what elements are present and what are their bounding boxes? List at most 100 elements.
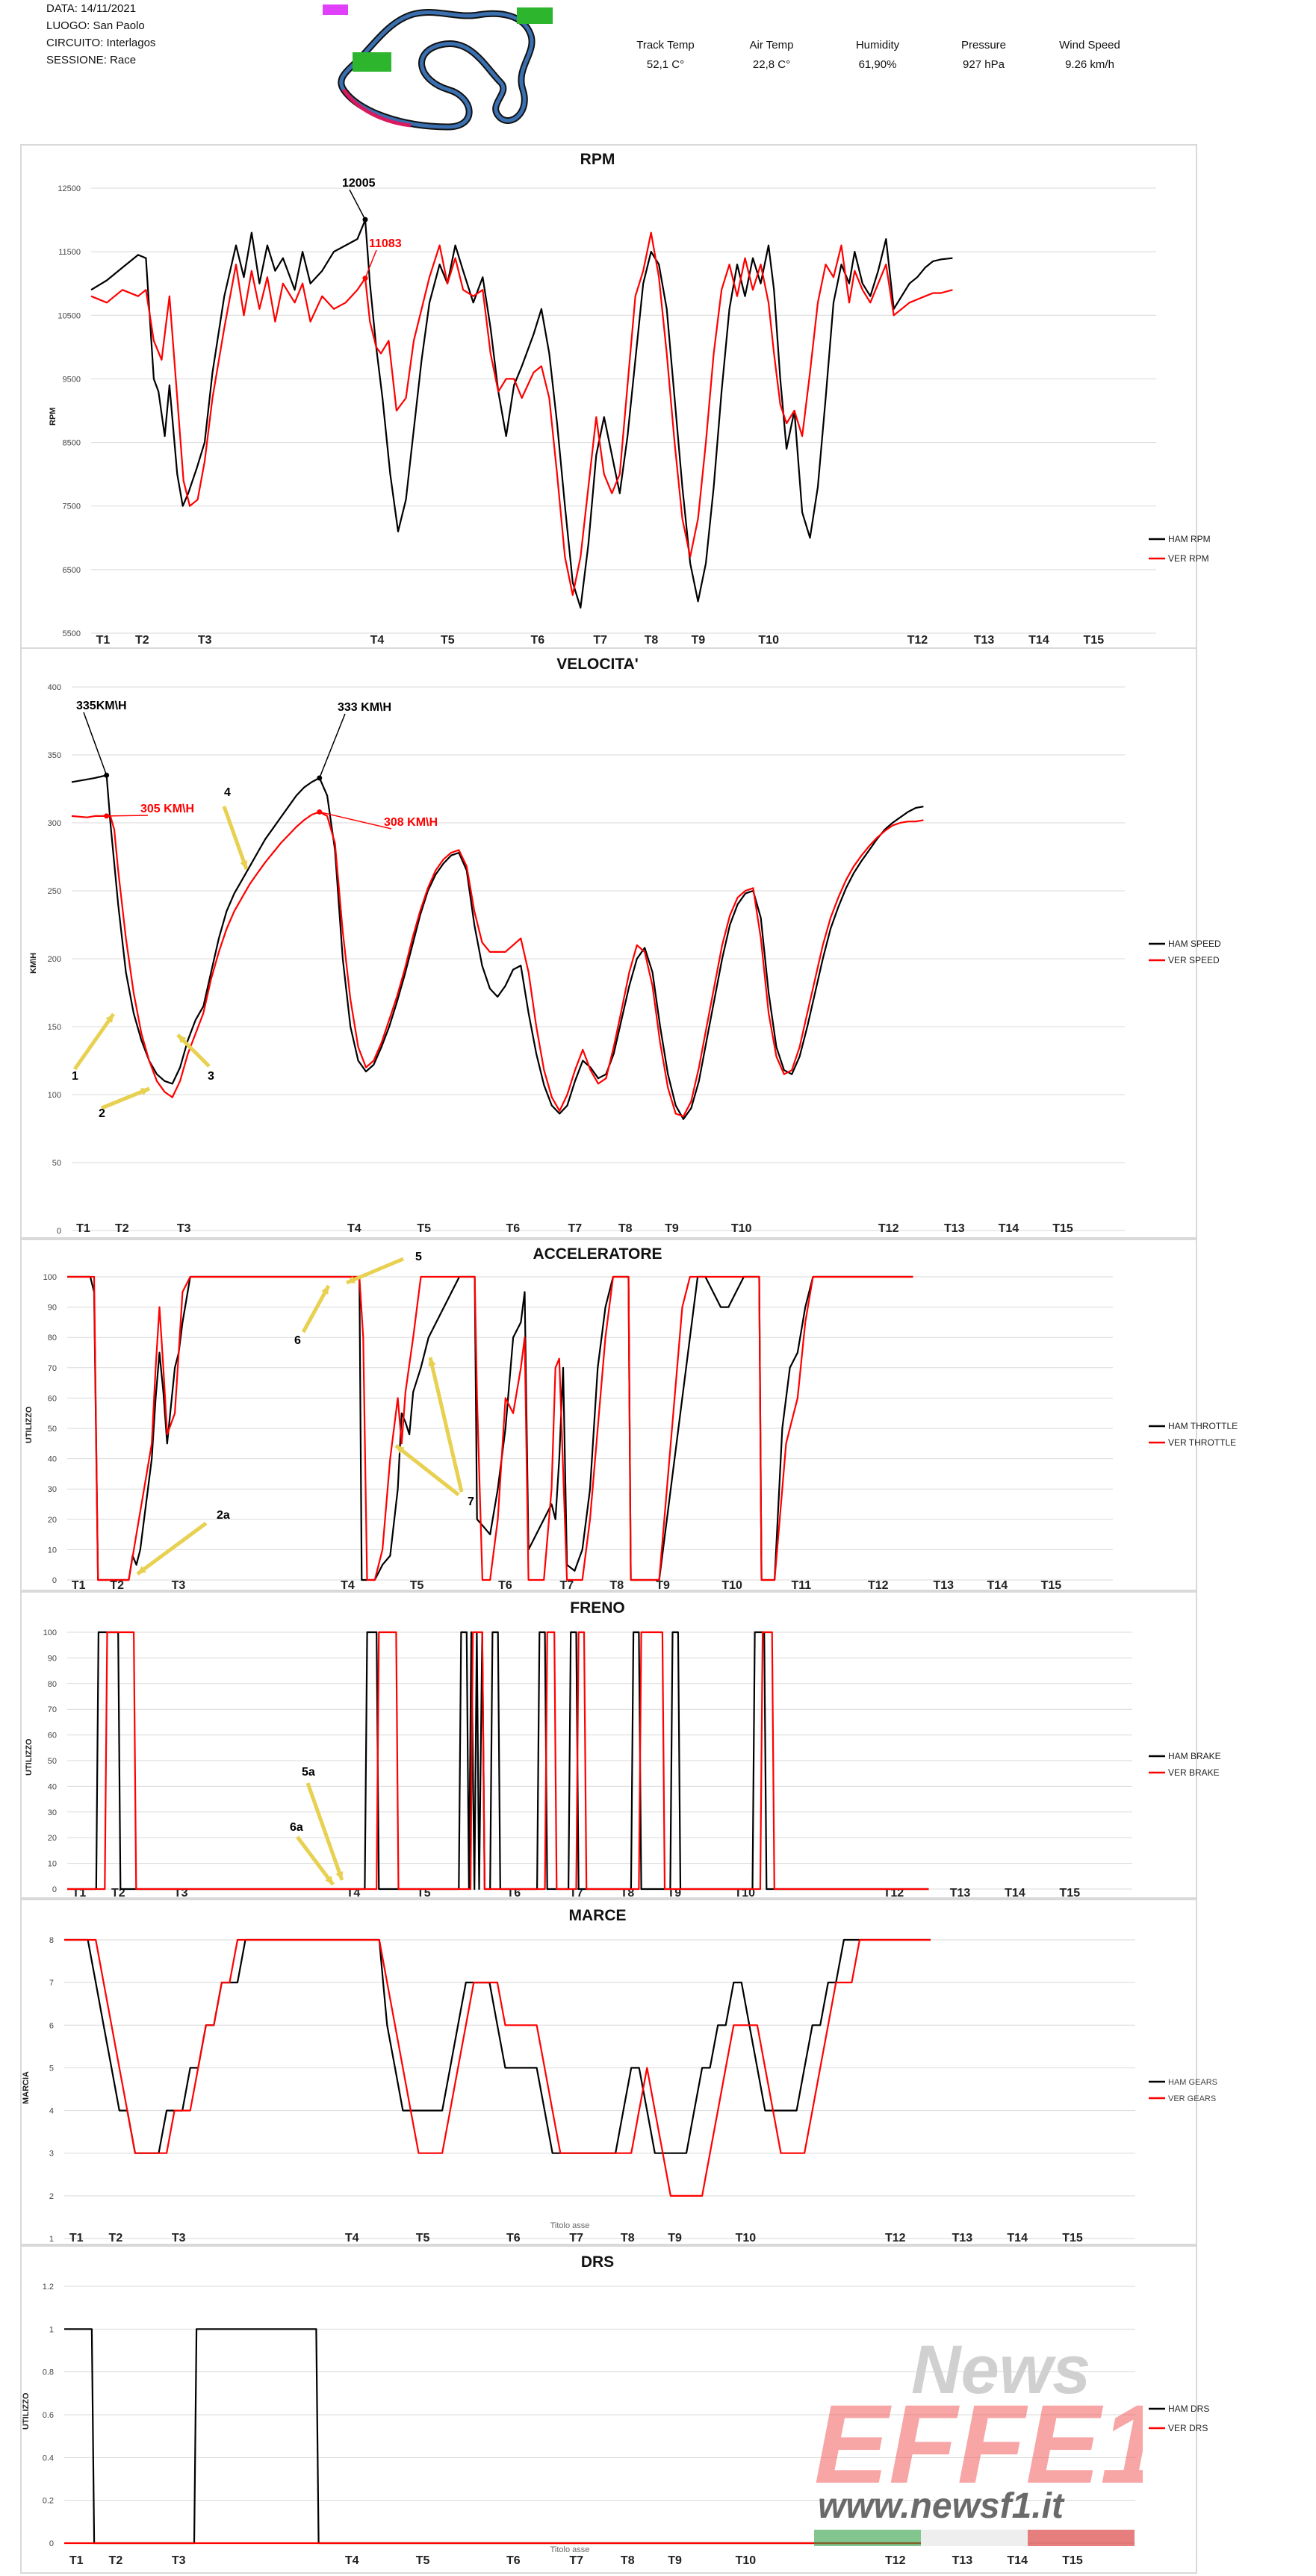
drs-zone-marker-1 <box>517 7 553 24</box>
annotation-leader <box>364 249 377 279</box>
turn-label: T15 <box>1060 1887 1081 1900</box>
series-line-ver-gears <box>64 1938 931 2197</box>
y-tick-label: 100 <box>43 1628 57 1637</box>
annotation-arrowhead <box>321 1286 329 1295</box>
y-tick-label: 40 <box>48 1455 57 1464</box>
watermark-brand-text: EFFE1 <box>814 2381 1143 2507</box>
y-tick-label: 12500 <box>58 184 81 193</box>
y-axis-label: UTILIZZO <box>25 1406 34 1443</box>
rpm-chart: RPM 5500 6500 7500 8500 9500 10500 11500 12500 RP… <box>20 144 1211 649</box>
y-tick-label: 3 <box>49 2150 54 2159</box>
annotation-arrow <box>222 806 249 870</box>
y-tick-label: 11500 <box>58 248 81 257</box>
turn-label: T3 <box>174 1887 188 1900</box>
annotation-leader <box>106 815 149 817</box>
y-tick-label: 8 <box>49 1936 54 1945</box>
turn-label: T9 <box>691 634 705 647</box>
turn-label: T2 <box>115 1222 129 1235</box>
drs-chart: DRS 0 0.2 0.4 0.6 0.8 1 1.2 UTILIZZO T1 T2 T3 T4 T5 T6… <box>20 2245 1209 2574</box>
y-tick-label: 0.2 <box>43 2497 54 2506</box>
turn-label: T9 <box>656 1579 670 1592</box>
weather-panel: Track Temp 52,1 C° Air Temp 22,8 C° Humi… <box>612 36 1150 75</box>
y-tick-label: 0.6 <box>43 2411 54 2420</box>
turn-label: T13 <box>952 2554 973 2567</box>
turn-label: T6 <box>506 2554 521 2567</box>
turn-label: T8 <box>645 634 659 647</box>
annotation-label: 6 <box>294 1334 301 1347</box>
turn-label: T3 <box>198 634 212 647</box>
turn-label: T3 <box>172 2232 186 2244</box>
turn-label: T15 <box>1041 1579 1062 1592</box>
legend-label: VER DRS <box>1168 2423 1208 2433</box>
annotation-leader <box>319 811 392 830</box>
turn-label: T5 <box>416 2232 430 2244</box>
y-tick-label: 0.8 <box>43 2368 54 2377</box>
annotation-arrowhead <box>240 860 248 869</box>
y-tick-label: 40 <box>48 1782 57 1791</box>
weather-label: Humidity <box>855 39 900 52</box>
flag-green <box>814 2530 921 2546</box>
chart-title: FRENO <box>570 1599 625 1617</box>
turn-label: T15 <box>1084 634 1105 647</box>
weather-label: Wind Speed <box>1059 39 1120 52</box>
turn-label: T7 <box>593 634 607 647</box>
annotation-label: 5a <box>302 1766 315 1779</box>
legend-label: HAM RPM <box>1168 534 1211 544</box>
annotation-leader <box>349 189 366 220</box>
turn-label: T7 <box>569 2554 583 2567</box>
chart-title: MARCE <box>569 1907 627 1924</box>
turn-label: T14 <box>1007 2554 1028 2567</box>
turn-label: T6 <box>507 1887 521 1900</box>
y-tick-label: 100 <box>48 1091 61 1100</box>
turn-label: T7 <box>569 1887 583 1900</box>
y-tick-label: 80 <box>48 1680 57 1689</box>
series-line-ver-rpm <box>90 231 953 596</box>
chart-title: RPM <box>580 151 615 168</box>
y-tick-label: 0 <box>49 2539 54 2548</box>
turn-label: T8 <box>621 2232 635 2244</box>
place-label: LUOGO: San Paolo <box>46 19 145 32</box>
y-tick-label: 350 <box>48 751 61 760</box>
turn-label: T15 <box>1062 2232 1083 2244</box>
turn-label: T12 <box>884 1887 904 1900</box>
annotation-label: 2a <box>217 1509 230 1522</box>
annotation-label: 2 <box>99 1107 105 1120</box>
y-tick-label: 6 <box>49 2021 54 2030</box>
turn-label: T10 <box>736 2232 757 2244</box>
circuit-label: CIRCUITO: Interlagos <box>46 37 156 49</box>
turn-label: T5 <box>410 1579 424 1592</box>
weather-wind-speed: Wind Speed 9.26 km/h <box>1037 36 1143 75</box>
turn-label: T1 <box>96 634 111 647</box>
turn-label: T14 <box>999 1222 1019 1235</box>
y-axis-label: RPM <box>49 408 58 426</box>
turn-label: T13 <box>974 634 995 647</box>
legend-label: HAM SPEED <box>1168 939 1221 949</box>
y-tick-label: 1 <box>49 2325 54 2334</box>
annotation-label: 11083 <box>369 237 402 250</box>
y-tick-label: 90 <box>48 1654 57 1663</box>
turn-label: T9 <box>665 1222 679 1235</box>
turn-label: T5 <box>417 1887 431 1900</box>
annotation-arrowhead <box>347 1275 356 1284</box>
turn-label: T15 <box>1052 1222 1073 1235</box>
x-axis-label: Titolo asse <box>550 2221 590 2230</box>
brake-chart: FRENO 0 10 20 30 40 50 60 70 80 90 100 UTILIZZO T1 T2 T… <box>20 1591 1221 1900</box>
flag-white <box>921 2530 1028 2546</box>
y-axis-label: MARCIA <box>22 2071 31 2104</box>
y-tick-label: 150 <box>48 1023 61 1032</box>
weather-value: 61,90% <box>858 58 897 71</box>
series-line-ham-rpm <box>90 219 953 609</box>
turn-label: T4 <box>347 1222 361 1235</box>
legend-label: VER THROTTLE <box>1168 1437 1236 1448</box>
x-axis-label: Titolo asse <box>550 2545 590 2554</box>
legend-label: HAM DRS <box>1168 2404 1209 2414</box>
annotation-label: 4 <box>224 786 231 799</box>
annotation-label: 3 <box>208 1070 214 1083</box>
annotation-label: 6a <box>290 1821 303 1834</box>
chart-panel <box>20 2245 1197 2574</box>
turn-label: T13 <box>933 1579 954 1592</box>
annotation-arrowhead <box>325 1876 333 1885</box>
date-label: DATA: 14/11/2021 <box>46 2 137 15</box>
turn-label: T9 <box>668 2554 682 2567</box>
y-tick-label: 60 <box>48 1394 57 1403</box>
